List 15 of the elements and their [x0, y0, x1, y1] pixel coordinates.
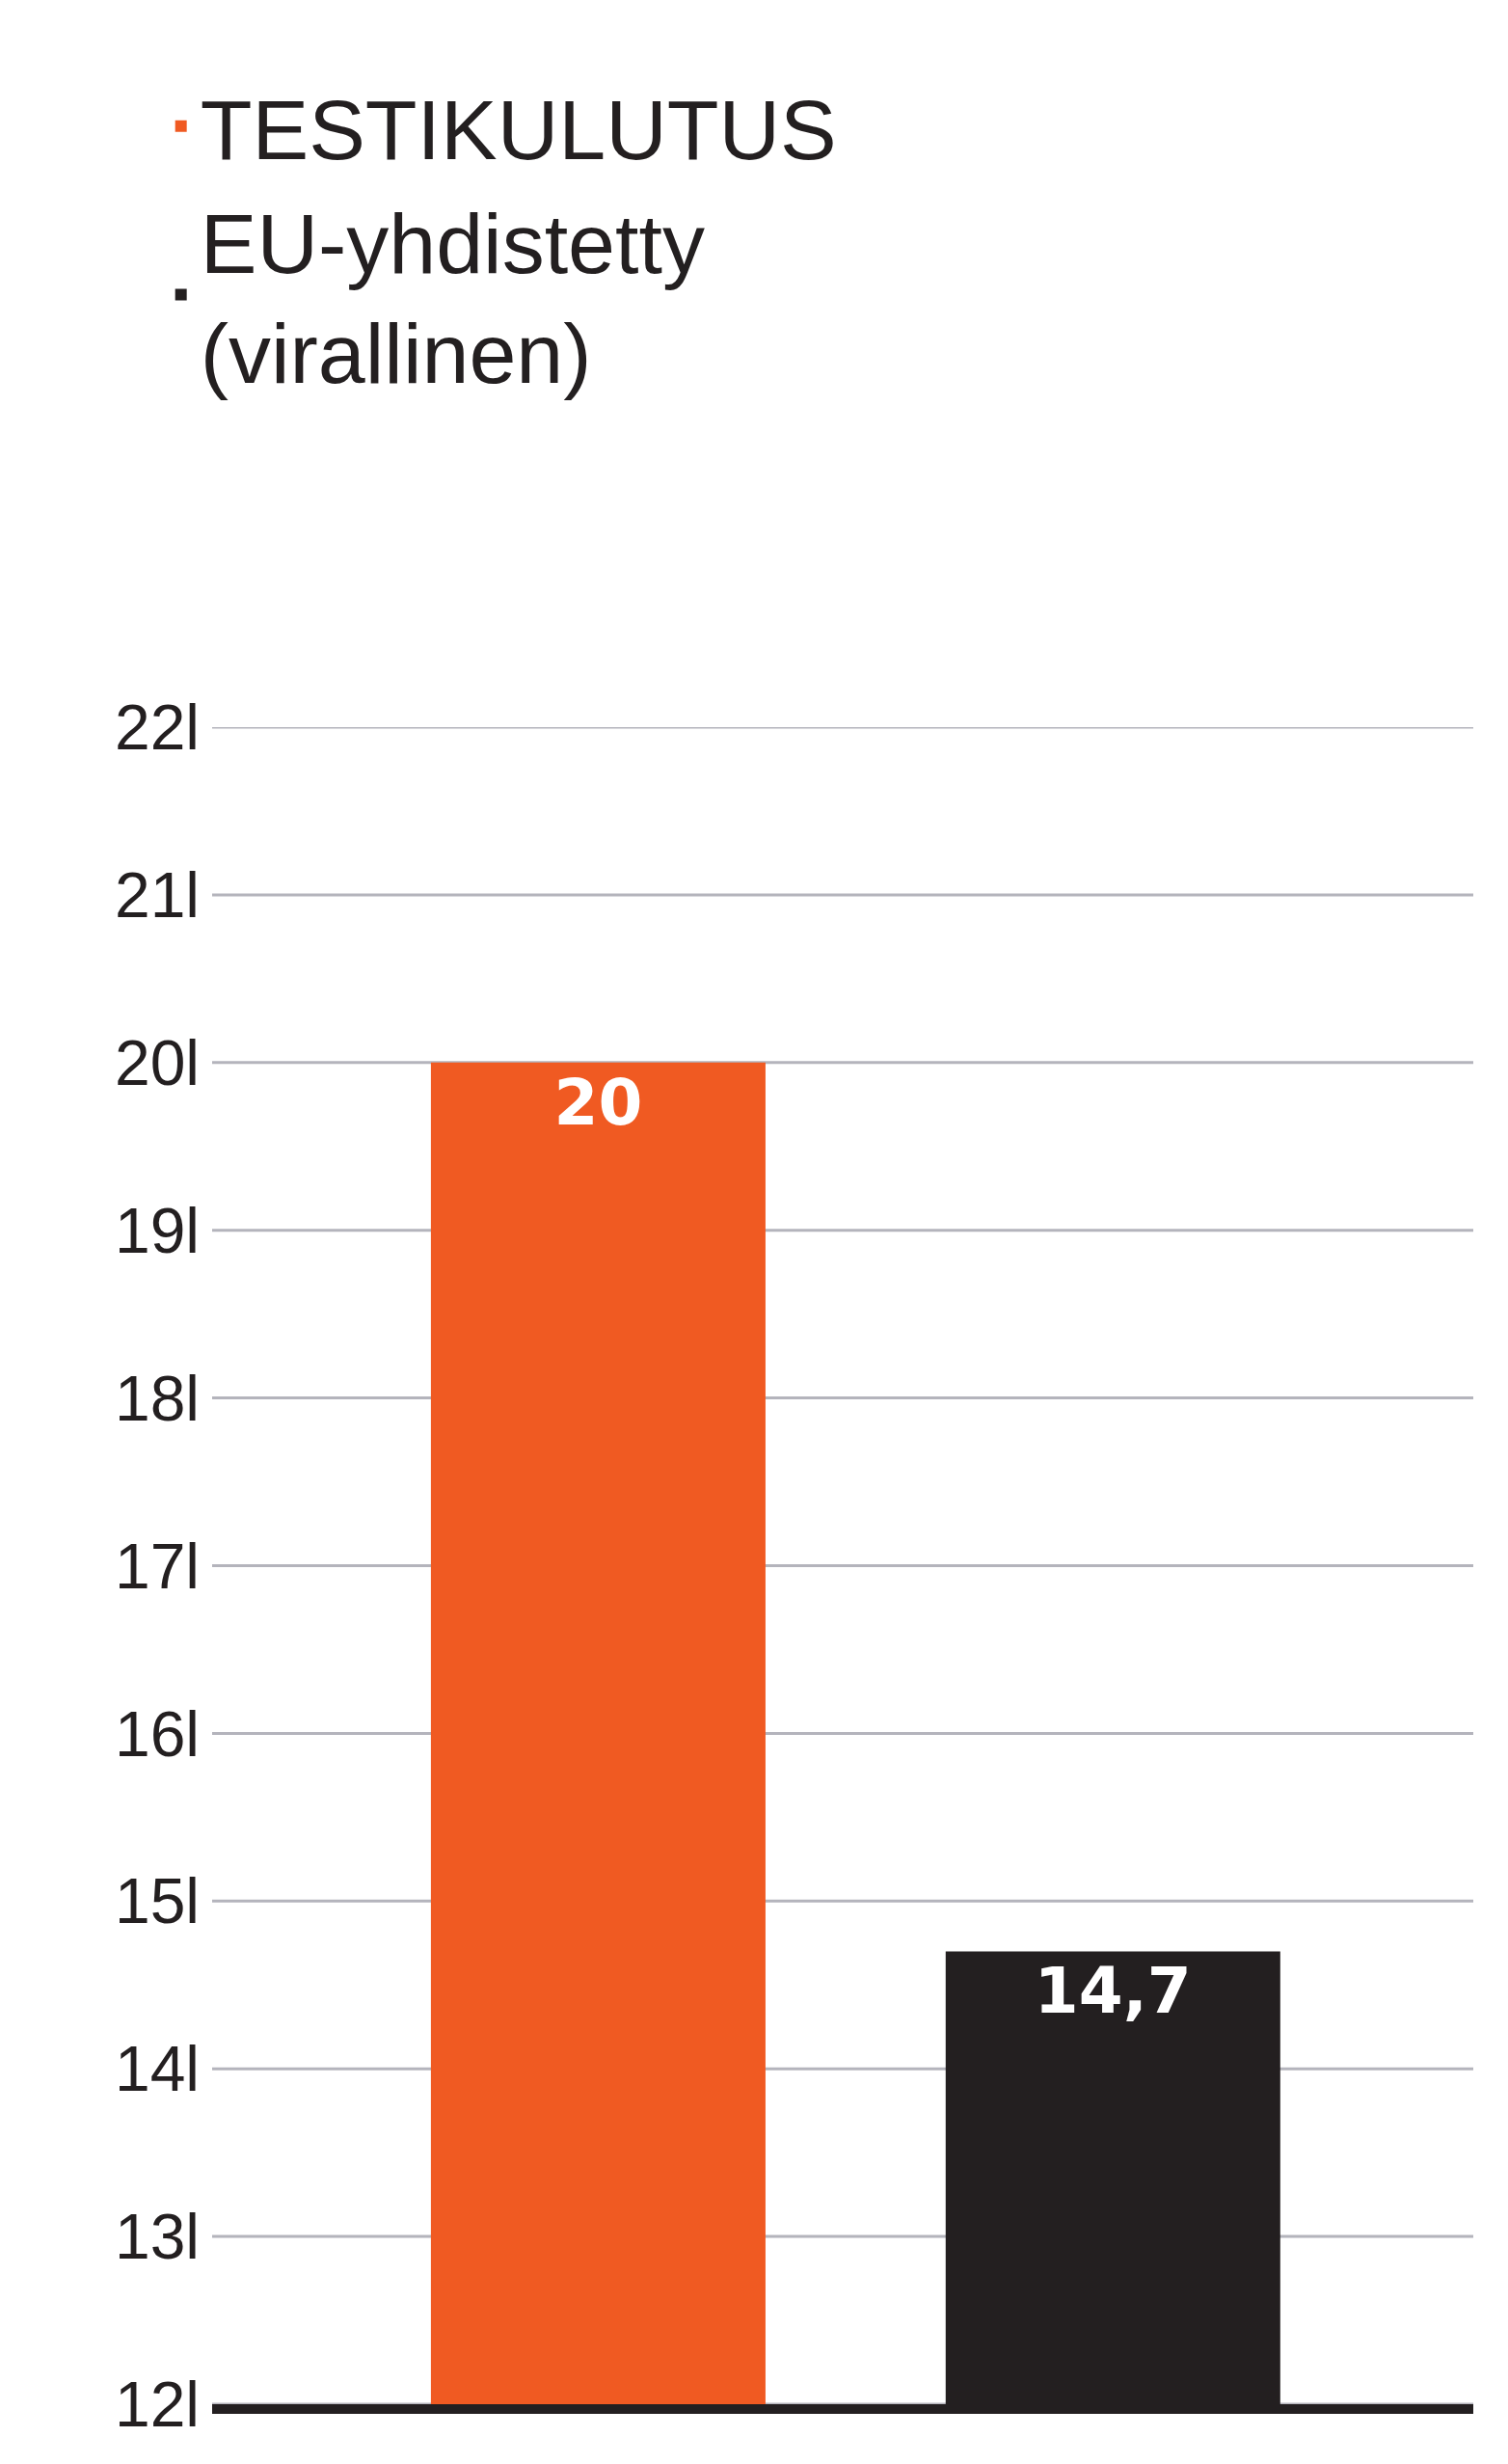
- y-tick-label: 18l: [114, 1362, 200, 1434]
- data-label: 14,7: [1034, 1954, 1192, 2029]
- y-tick-label: 22l: [114, 691, 200, 764]
- y-tick-label: 14l: [114, 2033, 200, 2105]
- y-tick-label: 20l: [114, 1026, 200, 1098]
- y-tick-label: 17l: [114, 1530, 200, 1602]
- data-label: 20: [553, 1065, 643, 1140]
- y-tick-label: 19l: [114, 1194, 200, 1266]
- y-tick-label: 16l: [114, 1697, 200, 1770]
- legend-label: EU-yhdistetty (virallinen): [200, 195, 705, 401]
- y-tick-label: 15l: [114, 1865, 200, 1937]
- y-tick-label: 13l: [114, 2201, 200, 2273]
- legend-label: TESTIKULUTUS: [200, 82, 837, 178]
- y-tick-label: 12l: [114, 2369, 200, 2441]
- y-tick-label: 21l: [114, 859, 200, 931]
